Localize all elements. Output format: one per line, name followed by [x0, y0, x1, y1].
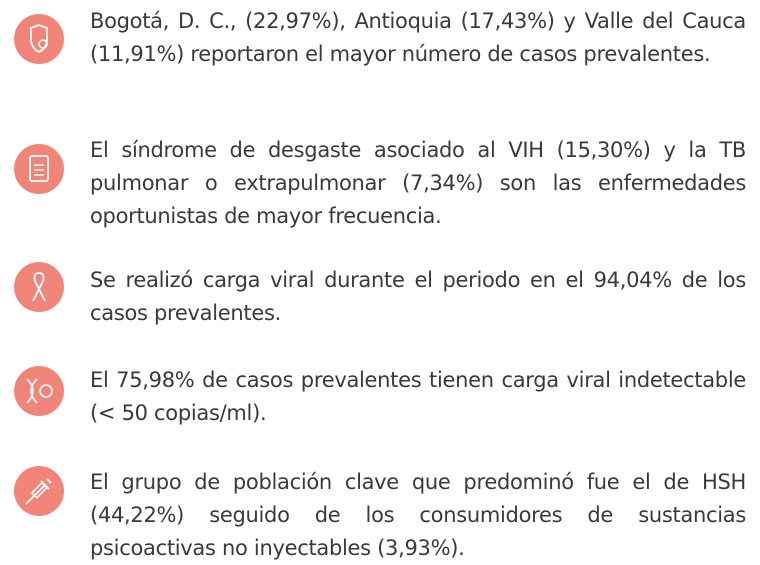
- item-text: Bogotá, D. C., (22,97%), Antioquia (17,4…: [90, 9, 746, 66]
- item-text: El 75,98% de casos prevalentes tienen ca…: [90, 368, 746, 425]
- icon-clipboard: [14, 144, 64, 194]
- item-text: El síndrome de desgaste asociado al VIH …: [90, 138, 746, 228]
- icon-ribbon: [14, 262, 64, 312]
- icon-dna: [14, 366, 64, 416]
- icon-syringe: [14, 466, 64, 516]
- item-text: Se realizó carga viral durante el period…: [90, 268, 746, 325]
- icon-shield: [14, 14, 64, 64]
- item-text: El grupo de población clave que predomin…: [90, 470, 746, 560]
